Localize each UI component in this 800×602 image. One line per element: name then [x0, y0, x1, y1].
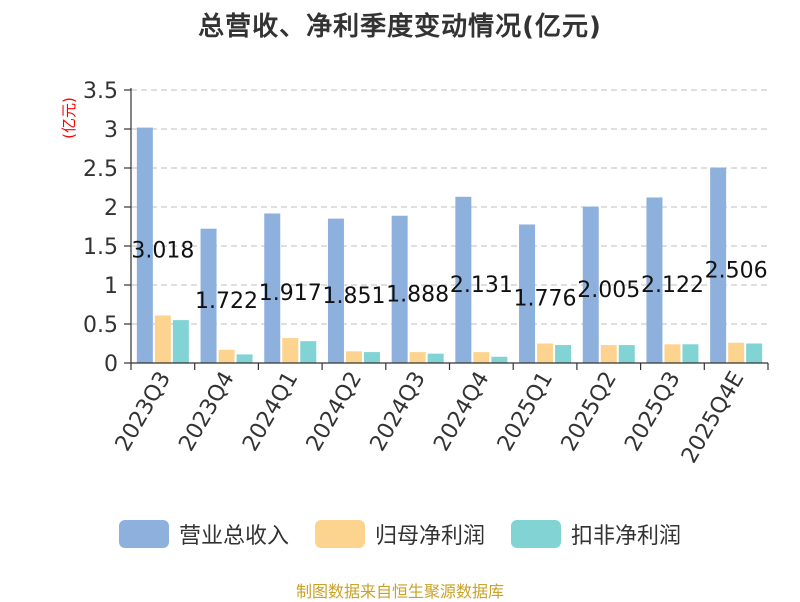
bar-series-1	[218, 349, 235, 363]
bar-series-1	[345, 351, 362, 363]
bar-series-1	[409, 352, 426, 363]
legend-swatch-deducted-net-profit	[511, 520, 561, 548]
bar-series-1	[282, 338, 299, 363]
source-note: 制图数据来自恒生聚源数据库	[295, 582, 504, 601]
bar-series-0	[455, 196, 472, 363]
legend-item-net-profit[interactable]: 归母净利润	[314, 518, 485, 550]
legend-item-deducted-net-profit[interactable]: 扣非净利润	[511, 518, 681, 550]
data-label: 2.005	[577, 278, 640, 303]
bar-series-0	[327, 218, 344, 363]
bar-series-1	[728, 342, 745, 363]
y-tick-label: 0.5	[83, 313, 118, 338]
data-label: 2.506	[705, 258, 768, 283]
bar-series-2	[300, 341, 317, 363]
data-label: 1.851	[322, 284, 385, 309]
x-tick-label: 2025Q4E	[677, 368, 749, 468]
bar-series-0	[519, 224, 536, 363]
x-tick-label: 2025Q1	[493, 368, 558, 456]
bar-series-2	[618, 345, 635, 363]
y-tick-label: 2.5	[83, 157, 118, 182]
y-tick-label: 1.5	[83, 235, 118, 260]
legend-label-net-profit: 归母净利润	[374, 524, 485, 549]
legend-swatch-revenue	[118, 520, 169, 548]
bar-series-2	[682, 344, 699, 363]
bar-series-2	[746, 343, 763, 363]
bar-series-2	[172, 320, 189, 363]
x-tick-label: 2024Q2	[302, 368, 367, 456]
data-label: 2.122	[641, 273, 704, 298]
legend: 营业总收入 归母净利润 扣非净利润	[0, 518, 800, 550]
bar-series-1	[537, 343, 554, 363]
bar-series-0	[200, 228, 217, 363]
data-label: 3.018	[131, 238, 194, 263]
bar-series-0	[264, 213, 281, 363]
legend-item-revenue[interactable]: 营业总收入	[118, 518, 289, 550]
data-label: 1.888	[386, 282, 449, 307]
bar-series-0	[710, 167, 727, 363]
bar-series-0	[646, 197, 663, 363]
x-tick-label: 2023Q3	[111, 368, 176, 456]
data-label: 2.131	[450, 273, 513, 298]
bar-series-0	[582, 206, 599, 363]
x-tick-label: 2024Q3	[366, 368, 431, 456]
bar-series-1	[154, 315, 171, 363]
x-tick-label: 2025Q3	[620, 368, 685, 456]
bar-series-2	[427, 353, 444, 363]
x-tick-label: 2024Q1	[238, 368, 303, 456]
bar-series-1	[664, 344, 681, 363]
x-tick-label: 2023Q4	[174, 368, 239, 456]
x-tick-label: 2025Q2	[557, 368, 622, 456]
y-tick-label: 3.5	[83, 79, 118, 104]
x-tick-label: 2024Q4	[429, 367, 494, 455]
bar-series-1	[473, 352, 490, 363]
y-axis-unit-label: (亿元)	[60, 97, 78, 139]
bar-series-0	[391, 215, 408, 363]
bar-chart: (亿元) 00.511.522.533.52023Q32023Q42024Q12…	[60, 79, 769, 468]
chart-title: 总营收、净利季度变动情况(亿元)	[198, 12, 602, 42]
legend-swatch-net-profit	[314, 520, 365, 548]
bar-series-0	[136, 127, 153, 363]
bar-series-2	[555, 345, 572, 363]
legend-label-revenue: 营业总收入	[178, 524, 289, 549]
legend-label-deducted-net-profit: 扣非净利润	[571, 524, 682, 549]
data-label: 1.917	[259, 281, 322, 306]
bar-series-2	[363, 352, 380, 363]
y-tick-label: 2	[104, 196, 118, 221]
y-tick-label: 1	[104, 274, 118, 299]
bar-series-2	[491, 356, 508, 363]
bars-layer	[136, 127, 763, 363]
bar-series-1	[600, 345, 617, 363]
data-label: 1.776	[514, 287, 577, 312]
bar-series-2	[236, 354, 253, 363]
y-tick-label: 3	[104, 118, 118, 143]
data-label: 1.722	[195, 289, 258, 314]
y-tick-label: 0	[104, 352, 118, 377]
